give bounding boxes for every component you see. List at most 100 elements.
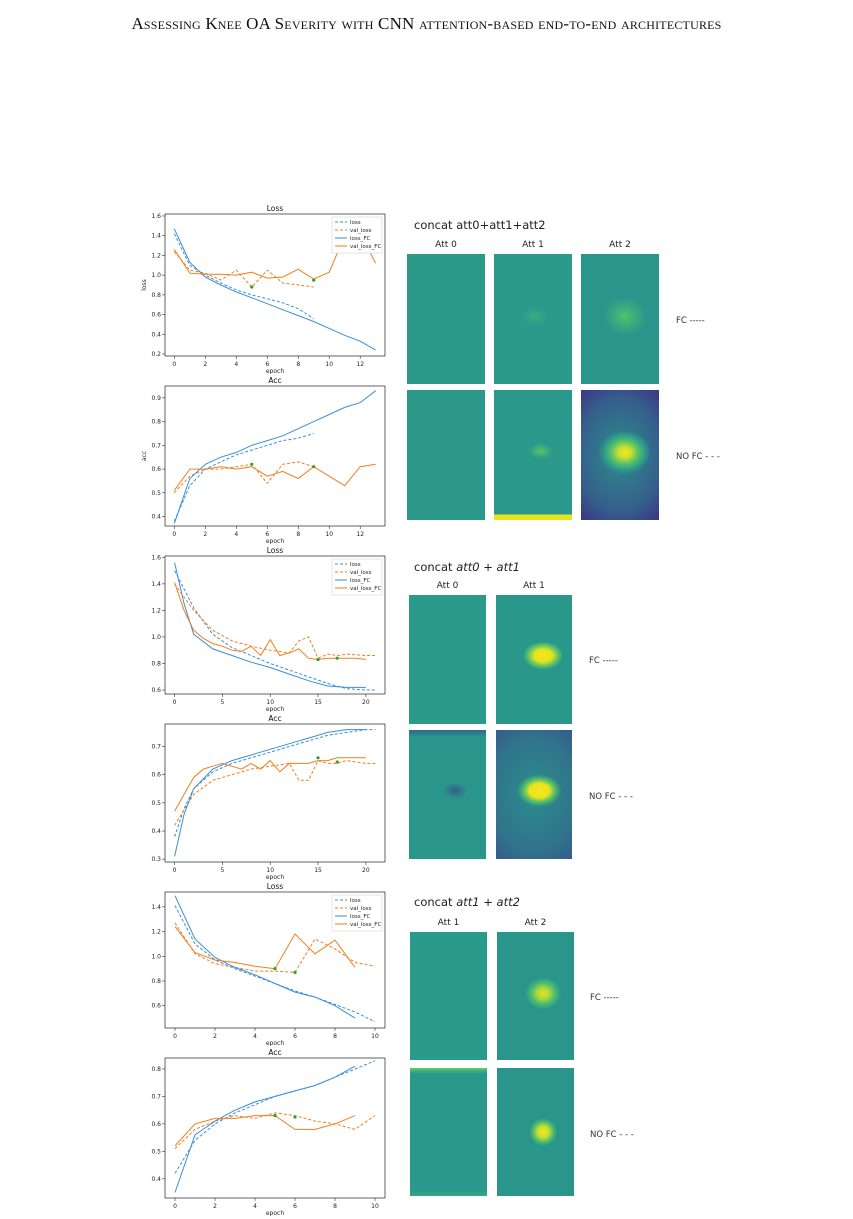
legend-entry: loss_FC: [350, 578, 371, 584]
legend-entry: val_loss: [350, 906, 372, 912]
group1-row-label-fc: FC -----: [676, 316, 705, 326]
y-tick-label: 0.6: [151, 772, 161, 779]
x-axis-label: epoch: [266, 538, 284, 544]
best-epoch-marker: [273, 1114, 277, 1118]
series-loss_FC: [174, 1065, 356, 1193]
x-tick-label: 15: [314, 867, 322, 874]
x-axis-label: epoch: [266, 706, 284, 712]
heatmap-g1-nofc-att0: [407, 390, 485, 520]
plot-frame: [164, 555, 386, 695]
series-loss: [174, 905, 376, 1023]
y-tick-label: 0.5: [151, 1148, 161, 1155]
legend-entry: val_loss: [350, 570, 372, 576]
chart-title: Acc: [268, 376, 281, 385]
x-tick-label: 10: [371, 1203, 379, 1210]
best-epoch-marker: [316, 756, 320, 760]
y-tick-label: 0.8: [151, 292, 161, 299]
series-val_loss: [173, 461, 314, 494]
legend-entry: val_loss_FC: [350, 922, 381, 928]
chart-acc-group1: Acc 0 2 4 6 8 10 12 0.4 0.5 0.6 0.7 0.8 0.9 epoch acc: [141, 376, 386, 544]
x-tick-label: 15: [314, 699, 322, 706]
group2-col-header-1: Att 1: [523, 581, 545, 591]
legend-entry: val_loss: [350, 228, 372, 234]
y-tick-label: 1.2: [151, 929, 161, 936]
chart-loss-group3: Loss 0 2 4 6 8 10 0.6 0.8 1.0 1.2 1.4 epoch loss val_l…: [151, 882, 386, 1046]
series-val_loss_FC: [174, 757, 366, 812]
series-loss_FC: [174, 895, 356, 1019]
y-tick-label: 1.0: [151, 634, 161, 641]
series-loss: [173, 433, 314, 522]
group2-col-header-0: Att 0: [436, 581, 459, 591]
best-epoch-marker: [335, 656, 339, 660]
heatmap-g2-nofc-att0: [409, 730, 486, 859]
x-tick-label: 0: [173, 1203, 177, 1210]
y-tick-label: 1.6: [151, 554, 161, 561]
x-tick-label: 12: [356, 361, 364, 368]
series-val_loss: [174, 922, 376, 973]
group3-col-header-0: Att 1: [437, 918, 460, 928]
legend-entry: loss: [350, 898, 361, 904]
y-tick-label: 0.6: [151, 1121, 161, 1128]
chart-loss-group2: Loss 0 5 10 15 20 0.6 0.8 1.0 1.2 1.4 1.6 epoch loss v…: [151, 546, 386, 712]
group2-row-label-nofc: NO FC - - -: [589, 792, 633, 802]
plot-frame: [164, 213, 386, 357]
x-tick-label: 12: [356, 531, 364, 538]
x-tick-label: 0: [173, 699, 177, 706]
x-tick-label: 0: [173, 867, 177, 874]
x-tick-label: 0: [172, 531, 176, 538]
chart-title: Loss: [267, 882, 284, 891]
x-tick-label: 2: [213, 1033, 217, 1040]
group3-col-header-1: Att 2: [524, 918, 547, 928]
y-tick-label: 0.4: [151, 1176, 161, 1183]
best-epoch-marker: [293, 970, 297, 974]
group3-heading: concat att1 + att2: [414, 895, 520, 909]
x-tick-label: 4: [234, 531, 238, 538]
legend-entry: loss: [350, 562, 361, 568]
y-tick-label: 0.5: [151, 490, 161, 497]
series-val_loss_FC: [173, 463, 376, 491]
x-tick-label: 5: [220, 867, 224, 874]
series-val_loss_FC: [174, 926, 356, 970]
x-tick-label: 20: [362, 867, 370, 874]
group3-row-label-fc: FC -----: [590, 993, 619, 1003]
x-tick-label: 4: [253, 1203, 257, 1210]
y-tick-label: 1.4: [151, 904, 161, 911]
chart-title: Acc: [268, 1048, 281, 1057]
x-tick-label: 0: [173, 1033, 177, 1040]
series-val_loss: [174, 1112, 376, 1149]
legend-entry: loss_FC: [350, 236, 371, 242]
x-tick-label: 8: [333, 1033, 337, 1040]
x-tick-label: 6: [265, 361, 269, 368]
best-epoch-marker: [273, 967, 277, 971]
x-tick-label: 10: [266, 867, 274, 874]
chart-acc-group2: Acc 0 5 10 15 20 0.3 0.4 0.5 0.6 0.7 epoch: [151, 714, 386, 880]
heatmap-g1-fc-att0: [407, 254, 485, 384]
x-tick-label: 5: [220, 699, 224, 706]
chart-title: Loss: [267, 204, 284, 213]
series-loss_FC: [173, 390, 377, 524]
plot-frame: [164, 1057, 386, 1199]
heatmap-g3-fc-att2: [497, 932, 574, 1060]
legend-entry: val_loss_FC: [350, 586, 381, 592]
legend-entry: loss_FC: [350, 914, 371, 920]
y-tick-label: 0.6: [151, 312, 161, 319]
series-val_loss: [174, 583, 376, 659]
legend-box: [331, 216, 383, 254]
legend-entry: loss: [350, 220, 361, 226]
chart-acc-group3: Acc 0 2 4 6 8 10 0.4 0.5 0.6 0.7 0.8 epoch: [151, 1048, 386, 1216]
series-val_loss_FC: [174, 1115, 356, 1147]
x-tick-label: 2: [213, 1203, 217, 1210]
heatmap-g2-fc-att0: [409, 595, 486, 724]
plot-frame: [164, 723, 386, 863]
series-loss: [174, 729, 376, 837]
best-epoch-marker: [293, 1115, 297, 1119]
plot-frame: [164, 385, 386, 527]
series-val_loss: [174, 760, 376, 826]
y-tick-label: 0.8: [151, 419, 161, 426]
heatmap-g3-fc-att1: [410, 932, 487, 1060]
y-tick-label: 0.6: [151, 1003, 161, 1010]
best-epoch-marker: [316, 657, 320, 662]
y-tick-label: 1.4: [151, 581, 161, 588]
y-tick-label: 0.3: [151, 856, 161, 863]
group2-heading: concat att0 + att1: [414, 560, 520, 574]
